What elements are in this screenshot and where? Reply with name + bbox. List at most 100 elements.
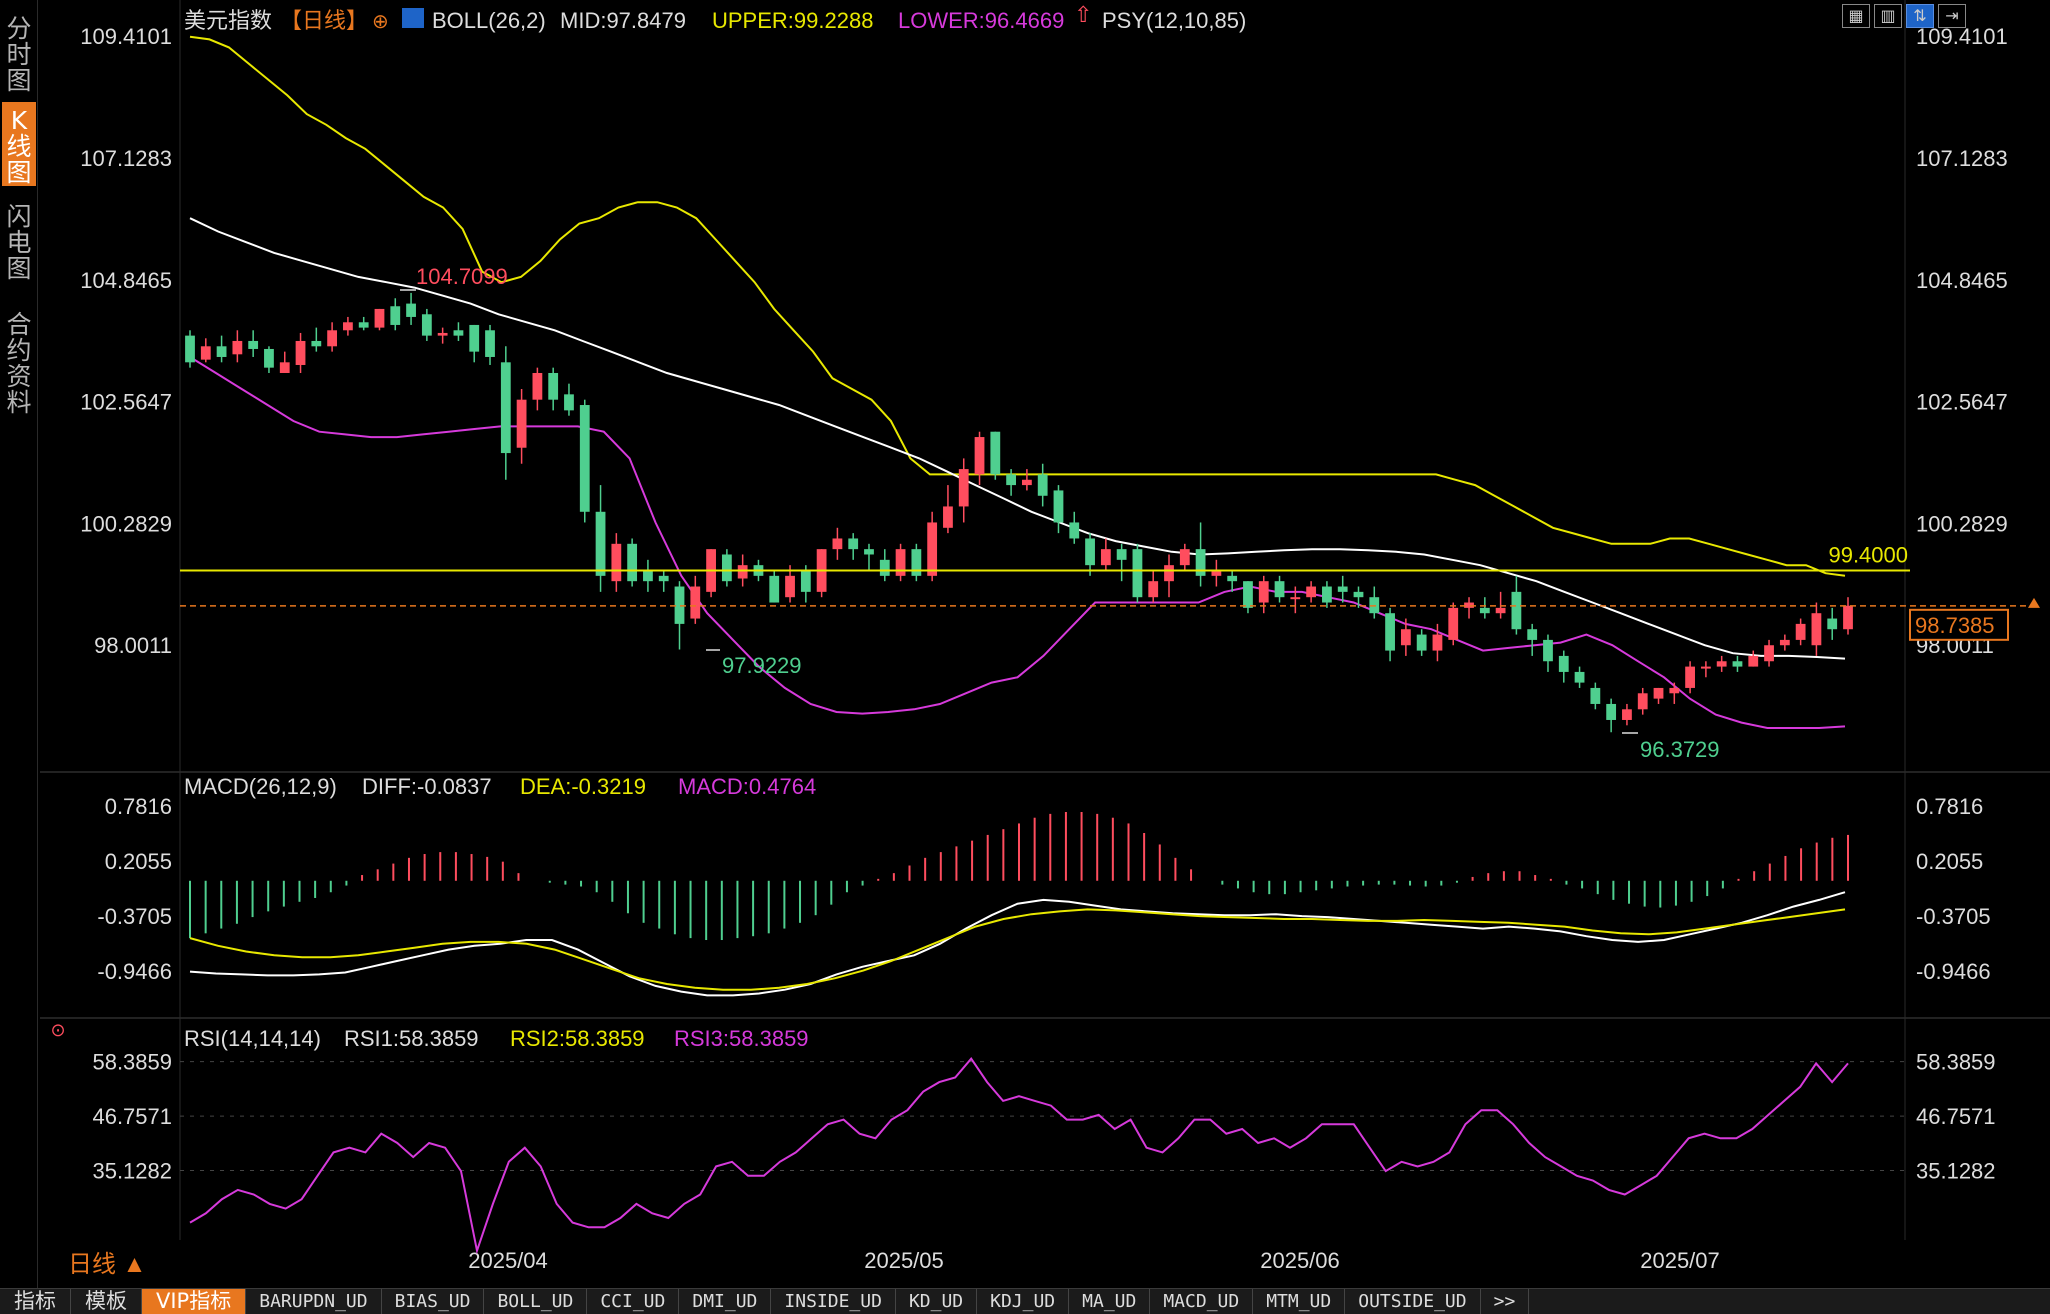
candle-body — [1479, 607, 1490, 614]
candle-body — [564, 394, 574, 411]
candle-body — [927, 522, 938, 576]
price-tick-right: 104.8465 — [1916, 268, 2008, 293]
tab-bias[interactable]: BIAS_UD — [382, 1289, 485, 1314]
price-tick-right: 100.2829 — [1916, 511, 2008, 536]
candle-body — [611, 543, 622, 582]
candle-body — [358, 322, 369, 328]
price-tick-left: 104.8465 — [80, 268, 172, 293]
candle-body — [327, 330, 338, 347]
boll-label: BOLL(26,2) — [432, 8, 546, 33]
candle-body — [1227, 575, 1238, 582]
candle-body — [1037, 474, 1048, 496]
candle-body — [1211, 570, 1222, 576]
last-price-arrow-icon — [2028, 597, 2040, 608]
macd-tick-right: 0.2055 — [1916, 849, 1983, 874]
tab-boll[interactable]: BOLL_UD — [484, 1289, 588, 1314]
tab-kd[interactable]: KD_UD — [896, 1289, 978, 1314]
candle-body — [1795, 623, 1806, 640]
price-tick-left: 107.1283 — [80, 146, 172, 171]
tab-timeshare[interactable]: 分时图 — [6, 14, 32, 95]
rsi-tick-right: 46.7571 — [1916, 1104, 1996, 1129]
tab-vip-indicators[interactable]: VIP指标 — [142, 1289, 247, 1314]
period-label: 【日线】 — [280, 8, 368, 33]
boll-upper-line — [189, 35, 1846, 577]
candle-body — [832, 538, 843, 550]
candle-body — [343, 322, 353, 331]
price-tick-left: 100.2829 — [80, 511, 172, 536]
tab-more[interactable]: >> — [1481, 1289, 1530, 1314]
boll-upper-value: UPPER:99.2288 — [712, 8, 873, 33]
candle-body — [1053, 490, 1064, 523]
candle-body — [390, 306, 401, 325]
macd-diff-line — [189, 891, 1846, 997]
x-tick-label: 2025/04 — [468, 1248, 548, 1273]
macd-tick-right: -0.3705 — [1916, 904, 1991, 929]
psy-label: PSY(12,10,85) — [1102, 8, 1246, 33]
macd-tick-left: -0.9466 — [97, 959, 172, 984]
tab-dmi[interactable]: DMI_UD — [679, 1289, 772, 1314]
candle-body — [690, 586, 701, 619]
tab-kdj[interactable]: KDJ_UD — [977, 1289, 1070, 1314]
candle-body — [453, 330, 464, 336]
boll-mid-value: MID:97.8479 — [560, 8, 686, 33]
candle-body — [737, 565, 748, 579]
candle-body — [374, 308, 385, 328]
candle-body — [1148, 581, 1159, 598]
candle-body — [1811, 613, 1822, 646]
tab-mtm[interactable]: MTM_UD — [1253, 1289, 1346, 1314]
tab-outside[interactable]: OUTSIDE_UD — [1345, 1289, 1481, 1314]
candle-body — [200, 346, 211, 360]
rsi-tick-right: 58.3859 — [1916, 1050, 1996, 1075]
candle-body — [1700, 666, 1711, 669]
price-tick-left: 102.5647 — [80, 390, 172, 415]
tab-barupdn[interactable]: BARUPDN_UD — [246, 1289, 382, 1314]
candle-body — [1748, 655, 1759, 667]
macd-dea-line — [189, 908, 1846, 991]
candle-body — [1164, 565, 1174, 582]
candle-body — [185, 335, 195, 363]
tab-contract-info[interactable]: 合约资料 — [6, 310, 32, 417]
candle-body — [232, 340, 243, 355]
bars-icon[interactable]: ▥ — [1874, 4, 1902, 28]
candle-body — [1306, 586, 1317, 598]
candle-body — [1337, 586, 1348, 592]
rsi-settings-icon: ⊙ — [50, 1020, 65, 1040]
candle-body — [1779, 639, 1790, 646]
tab-indicators[interactable]: 指标 — [0, 1289, 71, 1314]
kline-icon[interactable]: ⇅ — [1906, 4, 1934, 28]
candle-body — [721, 554, 732, 582]
tab-cci[interactable]: CCI_UD — [587, 1289, 680, 1314]
candle-body — [785, 575, 795, 598]
candle-body — [1543, 639, 1553, 662]
candle-body — [674, 586, 685, 624]
candle-body — [1495, 607, 1506, 614]
grid-icon[interactable]: ▦ — [1842, 4, 1870, 28]
candle-body — [1637, 693, 1648, 710]
candle-body — [1100, 549, 1111, 566]
candle-body — [1653, 687, 1664, 699]
last-price-label: 98.7385 — [1915, 613, 1995, 638]
candle-body — [1400, 629, 1411, 646]
candle-body — [216, 346, 227, 357]
tab-ma[interactable]: MA_UD — [1069, 1289, 1151, 1314]
price-tick-left: 109.4101 — [80, 24, 172, 49]
candle-body — [1448, 607, 1459, 640]
candle-body — [864, 549, 874, 555]
symbol-name: 美元指数 — [184, 8, 272, 33]
last-price-box — [1909, 608, 2009, 641]
price-tick-right: 102.5647 — [1916, 390, 2008, 415]
tab-lightning[interactable]: 闪电图 — [6, 202, 32, 283]
arrow-icon[interactable]: ⇥ — [1938, 4, 1966, 28]
candle-body — [595, 511, 606, 576]
tab-macd[interactable]: MACD_UD — [1150, 1289, 1254, 1314]
tab-inside[interactable]: INSIDE_UD — [771, 1289, 896, 1314]
tab-templates[interactable]: 模板 — [71, 1289, 142, 1314]
candle-body — [437, 332, 448, 336]
candle-body — [627, 543, 638, 582]
macd-value: MACD:0.4764 — [678, 774, 816, 799]
price-tick-left: 98.0011 — [94, 633, 172, 658]
candle-body — [1716, 661, 1727, 667]
tab-kline[interactable]: K线图 — [2, 102, 36, 186]
x-tick-label: 2025/07 — [1640, 1248, 1720, 1273]
